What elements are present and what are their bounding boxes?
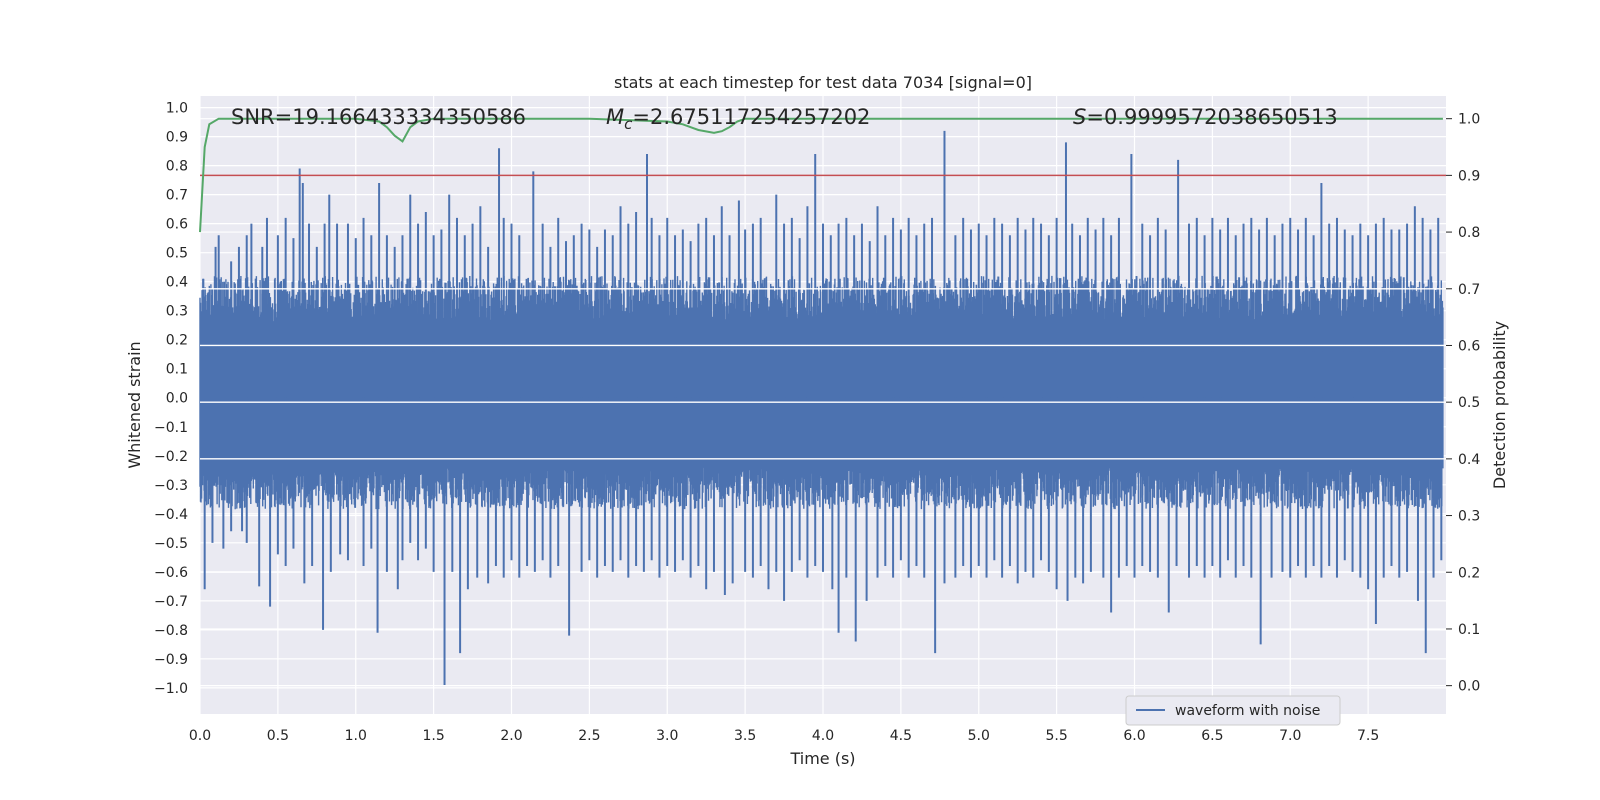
y-tick-label: 0.1: [166, 362, 188, 378]
snr-annotation: SNR=19.166433334350586: [231, 105, 526, 129]
y-tick-label: 0.4: [166, 275, 188, 291]
y-tick-label: −0.3: [154, 478, 188, 494]
y-tick-label: −0.6: [154, 565, 188, 581]
x-tick-label: 7.5: [1357, 728, 1379, 744]
series-layer: [199, 117, 1446, 685]
x-tick-label: 5.5: [1045, 728, 1067, 744]
x-tick-label: 7.0: [1279, 728, 1301, 744]
x-tick-label: 1.0: [345, 728, 367, 744]
x-tick-label: 2.5: [578, 728, 600, 744]
y-tick-label: 0.6: [166, 217, 188, 233]
y-tick-label: −0.9: [154, 652, 188, 668]
y-axis-left: 1.0 0.9 0.8 0.7 0.6 0.5 0.4 0.3 0.2 0.1 0.0 −0.1 −0.…: [154, 101, 188, 697]
mc-symbol: M: [606, 105, 624, 129]
y-tick-label: −0.8: [154, 623, 188, 639]
x-tick-label: 1.5: [422, 728, 444, 744]
y2-tick-label: 0.5: [1458, 395, 1480, 411]
legend-box: [1125, 695, 1341, 726]
y-tick-label: −0.7: [154, 594, 188, 610]
x-tick-label: 5.0: [968, 728, 990, 744]
y2-tick-label: 0.4: [1458, 452, 1480, 468]
y-axis-label: Whitened strain: [125, 341, 144, 468]
s-annotation: S=0.9999572038650513: [1073, 105, 1338, 129]
mc-subscript: c: [624, 115, 633, 133]
y-tick-label: 0.7: [166, 188, 188, 204]
legend-label: waveform with noise: [1175, 703, 1320, 719]
y2-tick-label: 0.3: [1458, 509, 1480, 525]
y2-tick-label: 0.6: [1458, 338, 1480, 354]
y2-tick-label: 0.2: [1458, 565, 1480, 581]
s-value: =0.9999572038650513: [1086, 105, 1337, 129]
x-tick-label: 2.0: [500, 728, 522, 744]
chart-title: stats at each timestep for test data 703…: [614, 73, 1032, 92]
y-tick-label: 0.8: [166, 159, 188, 175]
x-axis: 0.0 0.5 1.0 1.5 2.0 2.5 3.0 3.5 4.0 4.5 5.0 5.5 6.0 6…: [189, 728, 1379, 744]
y-tick-label: −0.5: [154, 536, 188, 552]
y-tick-label: 1.0: [166, 101, 188, 117]
x-tick-label: 4.5: [890, 728, 912, 744]
x-tick-label: 6.5: [1201, 728, 1223, 744]
s-symbol: S: [1073, 105, 1086, 129]
chirp-mass-annotation: Mc=2.675117254257202: [606, 105, 870, 133]
x-tick-label: 6.0: [1123, 728, 1145, 744]
y-tick-label: 0.3: [166, 304, 188, 320]
y2-tick-label: 0.8: [1458, 225, 1480, 241]
detection-probability-line: [199, 117, 1443, 233]
y-tick-label: 0.5: [166, 246, 188, 262]
y2-tick-label: 0.9: [1458, 168, 1480, 184]
mc-value: =2.675117254257202: [632, 105, 870, 129]
y-tick-label: 0.9: [166, 130, 188, 146]
legend: waveform with noise: [1125, 695, 1341, 726]
y2-tick-label: 1.0: [1458, 112, 1480, 128]
x-tick-label: 3.0: [656, 728, 678, 744]
y2-tick-label: 0.0: [1458, 679, 1480, 695]
x-tick-label: 0.0: [189, 728, 211, 744]
y-tick-label: 0.0: [166, 391, 188, 407]
y2-tick-label: 0.7: [1458, 282, 1480, 298]
y-tick-label: 0.2: [166, 333, 188, 349]
x-tick-label: 3.5: [734, 728, 756, 744]
y-tick-label: −0.2: [154, 449, 188, 465]
y-tick-label: −1.0: [154, 681, 188, 697]
y-tick-label: −0.4: [154, 507, 188, 523]
y2-tick-label: 0.1: [1458, 622, 1480, 638]
x-tick-label: 0.5: [267, 728, 289, 744]
y-tick-label: −0.1: [154, 420, 188, 436]
x-tick-label: 4.0: [812, 728, 834, 744]
x-axis-label: Time (s): [789, 749, 855, 768]
y2-axis-label: Detection probability: [1490, 321, 1509, 489]
y-axis-right: 1.0 0.9 0.8 0.7 0.6 0.5 0.4 0.3 0.2 0.1 0.0: [1446, 112, 1480, 695]
